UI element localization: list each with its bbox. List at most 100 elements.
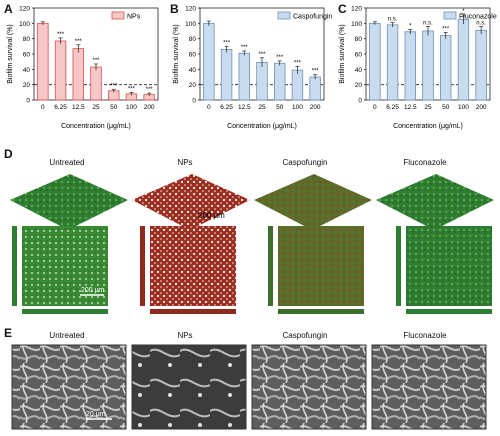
bar [90, 66, 102, 101]
bar [404, 31, 416, 101]
significance-label: *** [258, 52, 266, 58]
y-axis-label: Biofilm survival (%) [7, 24, 14, 84]
e-label-nps: NPs [177, 331, 193, 340]
sem-figure: 20 μm [11, 344, 487, 430]
bar [203, 22, 215, 101]
y-tick-label: 40 [355, 67, 363, 74]
y-tick-label: 80 [189, 36, 197, 43]
scale-proj-label: 200 μm [81, 287, 105, 294]
y-tick-label: 40 [23, 67, 31, 74]
clsm-figure: 200 μm 200 μm [10, 174, 494, 314]
significance-label: n.s. [476, 20, 486, 26]
bar [37, 22, 49, 101]
x-tick-label: 0 [41, 104, 45, 111]
bar [369, 22, 381, 101]
significance-label: *** [146, 87, 154, 93]
significance-label: *** [92, 58, 100, 64]
significance-label: n.s. [423, 20, 433, 26]
x-tick-label: 200 [144, 104, 155, 111]
sem-untreated [11, 344, 127, 430]
bar [238, 52, 250, 101]
x-tick-label: 25 [92, 104, 100, 111]
panel-letter-d: D [4, 147, 13, 161]
clsm-side-untreated [12, 226, 17, 306]
sem-caspofungin [251, 344, 367, 430]
x-tick-label: 200 [476, 104, 487, 111]
y-axis-label: Biofilm survival (%) [339, 24, 346, 84]
chart-panel-c: 0 20 40 60 80 100 120 Biofilm survival (%) Conce… [339, 6, 497, 131]
clsm-bottom-untreated [22, 309, 108, 314]
panel-letter-e: E [4, 326, 13, 340]
x-tick-label: 100 [126, 104, 137, 111]
scale-3d-label: 200 μm [198, 211, 225, 220]
y-tick-label: 120 [185, 6, 196, 13]
bar [274, 62, 286, 101]
clsm-side-nps [140, 226, 145, 306]
clsm-3d-caspofungin [254, 174, 372, 230]
panel-letter-c: C [338, 2, 347, 16]
y-tick-label: 20 [189, 82, 197, 89]
significance-label: *** [110, 83, 118, 89]
y-tick-label: 100 [185, 21, 196, 28]
x-tick-label: 100 [292, 104, 303, 111]
bar [256, 62, 268, 101]
x-tick-label: 12.5 [72, 104, 85, 111]
legend-label: NPs [127, 14, 141, 21]
chart-panel-a: 0 20 40 60 80 100 120 Biofilm survival (%) Conce… [7, 6, 159, 130]
y-tick-label: 100 [351, 21, 362, 28]
legend-swatch [277, 11, 291, 20]
y-tick-label: 40 [189, 67, 197, 74]
y-tick-label: 80 [23, 36, 31, 43]
x-tick-label: 50 [110, 104, 118, 111]
x-tick-label: 50 [276, 104, 284, 111]
y-tick-label: 20 [23, 82, 31, 89]
significance-label: n.s. [388, 17, 398, 23]
x-tick-label: 0 [373, 104, 377, 111]
clsm-top-caspofungin [278, 226, 364, 306]
bar [72, 48, 84, 101]
x-tick-label: 25 [424, 104, 432, 111]
x-axis-label: Concentration (μg/mL) [61, 123, 131, 130]
d-label-untreated: Untreated [49, 158, 85, 167]
x-tick-label: 200 [310, 104, 321, 111]
d-label-fluconazole: Fluconazole [403, 158, 447, 167]
x-tick-label: 100 [458, 104, 469, 111]
e-label-fluconazole: Fluconazole [403, 331, 447, 340]
bar [386, 24, 399, 101]
significance-label: *** [57, 32, 65, 38]
bar [54, 40, 67, 101]
y-tick-label: 60 [189, 52, 197, 59]
panel-letter-b: B [170, 2, 179, 16]
clsm-bottom-nps [150, 309, 236, 314]
clsm-bottom-caspofungin [278, 309, 364, 314]
chart-panel-b: 0 20 40 60 80 100 120 Biofilm survival (%) Conce… [173, 6, 332, 131]
panel-letter-a: A [4, 2, 13, 16]
bar [291, 69, 304, 101]
bar [440, 35, 452, 101]
significance-label: *** [276, 55, 284, 61]
x-tick-label: 6.25 [386, 104, 399, 111]
significance-label: *** [312, 69, 320, 75]
significance-label: *** [294, 60, 302, 66]
bar [457, 19, 470, 101]
y-tick-label: 20 [355, 82, 363, 89]
d-label-caspofungin: Caspofungin [282, 158, 328, 167]
sem-fluconazole [371, 344, 487, 430]
clsm-top-nps [150, 226, 236, 306]
legend-swatch [443, 11, 457, 20]
y-tick-label: 120 [19, 6, 30, 13]
clsm-top-fluconazole [406, 226, 492, 306]
y-tick-label: 60 [23, 52, 31, 59]
clsm-3d-nps [132, 174, 250, 230]
y-tick-label: 0 [192, 98, 196, 105]
x-tick-label: 12.5 [404, 104, 417, 111]
clsm-top-untreated [22, 226, 108, 306]
clsm-side-fluconazole [396, 226, 401, 306]
y-tick-label: 60 [355, 52, 363, 59]
y-tick-label: 0 [358, 98, 362, 105]
x-axis-label: Concentration (μg/mL) [393, 123, 463, 130]
y-tick-label: 80 [355, 36, 363, 43]
significance-label: * [462, 9, 465, 15]
x-tick-label: 0 [207, 104, 211, 111]
bar [220, 49, 233, 101]
